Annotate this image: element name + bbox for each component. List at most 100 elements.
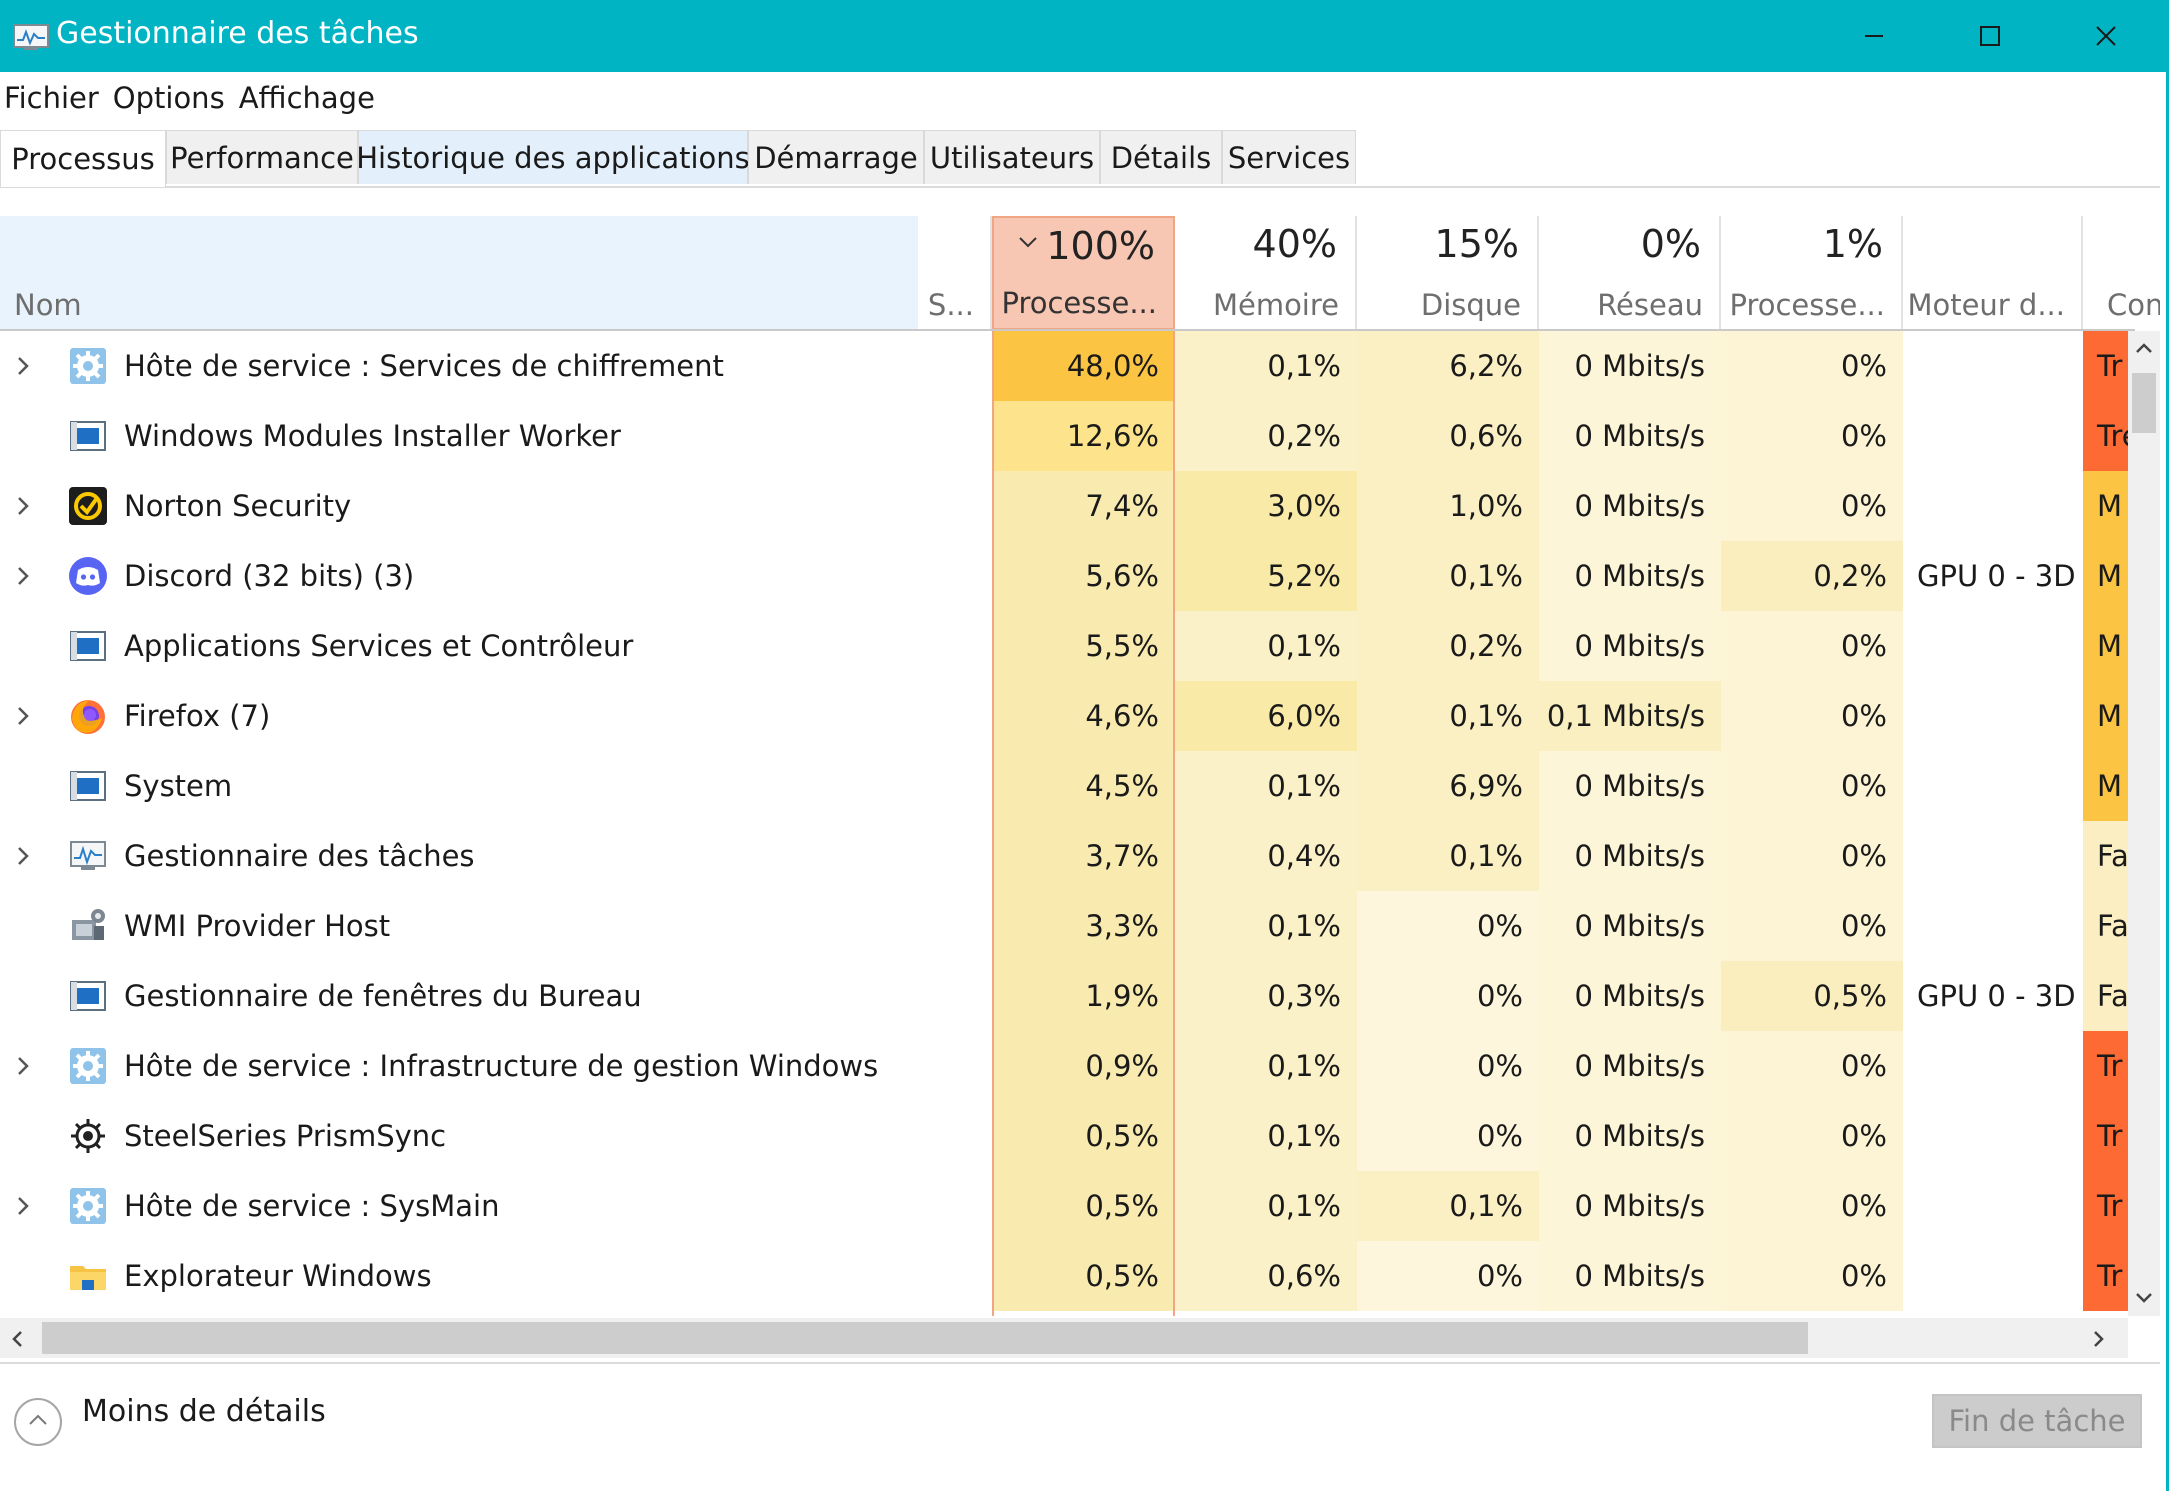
menu-options[interactable]: Options — [112, 81, 225, 115]
column-header-status[interactable]: S... — [918, 216, 992, 330]
process-gpu-engine-value — [1903, 891, 2083, 961]
process-net-value: 0 Mbits/s — [1539, 1031, 1721, 1101]
tab-services[interactable]: Services — [1222, 130, 1356, 184]
tab-startup[interactable]: Démarrage — [748, 130, 924, 184]
process-row[interactable]: Hôte de service : SysMain 0,5% 0,1% 0,1% 0 M… — [0, 1171, 2135, 1241]
process-gpu-value: 0% — [1721, 1241, 1903, 1311]
column-header-power-label: Con — [2107, 288, 2160, 322]
process-row[interactable]: Hôte de service : Services de chiffremen… — [0, 331, 2135, 401]
close-button[interactable] — [2048, 0, 2164, 72]
scroll-down-icon[interactable] — [2134, 1291, 2154, 1305]
scroll-right-icon[interactable] — [2092, 1330, 2106, 1348]
process-cpu-value: 12,6% — [992, 401, 1175, 471]
expand-chevron-icon[interactable] — [16, 565, 30, 587]
task-manager-app-icon — [13, 24, 49, 50]
process-mem-value: 0,1% — [1175, 751, 1357, 821]
column-header-network[interactable]: 0% Réseau — [1539, 216, 1721, 330]
horizontal-scroll-thumb[interactable] — [42, 1322, 1808, 1354]
tab-bar: Processus Performance Historique des app… — [0, 130, 2160, 188]
column-header-name[interactable]: Nom — [0, 216, 918, 330]
process-name: System — [124, 769, 233, 803]
process-name: Norton Security — [124, 489, 352, 523]
process-mem-value: 0,1% — [1175, 331, 1357, 401]
column-header-memory-label: Mémoire — [1212, 288, 1339, 322]
less-details-button[interactable] — [14, 1398, 62, 1446]
column-header-gpu[interactable]: 1% Processe... — [1721, 216, 1903, 330]
title-bar[interactable]: Gestionnaire des tâches — [0, 0, 2166, 72]
tab-app-history[interactable]: Historique des applications — [356, 130, 750, 184]
process-disk-value: 0,1% — [1357, 681, 1539, 751]
process-net-value: 0 Mbits/s — [1539, 1171, 1721, 1241]
process-name: Firefox (7) — [124, 699, 271, 733]
process-gpu-engine-value: GPU 0 - 3D — [1917, 979, 2076, 1013]
process-row[interactable]: Applications Services et Contrôleur 5,5% 0… — [0, 611, 2135, 681]
process-cpu-value: 0,5% — [992, 1171, 1175, 1241]
process-mem-value: 3,0% — [1175, 471, 1357, 541]
process-row[interactable]: Explorateur Windows 0,5% 0,6% 0% 0 Mbits/s 0%… — [0, 1241, 2135, 1311]
expand-chevron-icon[interactable] — [16, 1055, 30, 1077]
tab-details[interactable]: Détails — [1100, 130, 1222, 184]
sort-descending-icon — [1019, 237, 1037, 248]
process-row[interactable]: Gestionnaire des tâches 3,7% 0,4% 0,1% 0 Mbi… — [0, 821, 2135, 891]
process-cpu-value: 1,9% — [992, 961, 1175, 1031]
process-net-value: 0 Mbits/s — [1539, 611, 1721, 681]
menu-view[interactable]: Affichage — [238, 81, 375, 115]
process-row[interactable]: Discord (32 bits) (3) 5,6% 5,2% 0,1% 0 Mbits… — [0, 541, 2135, 611]
expand-chevron-icon[interactable] — [16, 495, 30, 517]
process-power-value: Tr — [2083, 331, 2128, 401]
menu-file[interactable]: Fichier — [4, 81, 99, 115]
process-name: Windows Modules Installer Worker — [124, 419, 621, 453]
process-list: Hôte de service : Services de chiffremen… — [0, 331, 2135, 1316]
minimize-button[interactable] — [1816, 0, 1932, 72]
expand-chevron-icon[interactable] — [16, 1195, 30, 1217]
wmi-icon — [68, 906, 108, 946]
column-header-gpu-engine[interactable]: Moteur d... — [1903, 216, 2083, 330]
process-mem-value: 0,1% — [1175, 1031, 1357, 1101]
memory-total: 40% — [1252, 222, 1337, 266]
less-details-label[interactable]: Moins de détails — [82, 1394, 326, 1429]
folder-icon — [68, 1256, 108, 1296]
process-power-value: M — [2083, 471, 2128, 541]
column-header-cpu-label: Processe... — [1001, 286, 1157, 320]
process-row[interactable]: System 4,5% 0,1% 6,9% 0 Mbits/s 0% M — [0, 751, 2135, 821]
maximize-button[interactable] — [1932, 0, 2048, 72]
tab-users[interactable]: Utilisateurs — [924, 130, 1100, 184]
tab-performance[interactable]: Performance — [166, 130, 358, 184]
column-header-cpu[interactable]: 100% Processe... — [992, 216, 1175, 330]
column-header-memory[interactable]: 40% Mémoire — [1175, 216, 1357, 330]
expand-chevron-icon[interactable] — [16, 705, 30, 727]
column-header-status-label: S... — [927, 288, 974, 322]
process-power-value: Tr — [2083, 1171, 2128, 1241]
process-row[interactable]: Gestionnaire de fenêtres du Bureau 1,9% 0,… — [0, 961, 2135, 1031]
column-header-power[interactable]: Con — [2083, 216, 2160, 330]
horizontal-scrollbar[interactable] — [0, 1318, 2128, 1358]
process-gpu-engine-value — [1903, 1101, 2083, 1171]
process-gpu-engine-value — [1903, 611, 2083, 681]
scroll-left-icon[interactable] — [10, 1330, 24, 1348]
process-name: Discord (32 bits) (3) — [124, 559, 415, 593]
process-net-value: 0,1 Mbits/s — [1539, 681, 1721, 751]
process-disk-value: 0% — [1357, 1241, 1539, 1311]
process-row[interactable]: SteelSeries PrismSync 0,5% 0,1% 0% 0 Mbits/s… — [0, 1101, 2135, 1171]
process-row[interactable]: Firefox (7) 4,6% 6,0% 0,1% 0,1 Mbits/s 0% M — [0, 681, 2135, 751]
process-row[interactable]: Windows Modules Installer Worker 12,6% 0,2… — [0, 401, 2135, 471]
process-row[interactable]: WMI Provider Host 3,3% 0,1% 0% 0 Mbits/s 0% Fa — [0, 891, 2135, 961]
process-row[interactable]: Norton Security 7,4% 3,0% 1,0% 0 Mbits/s 0% M — [0, 471, 2135, 541]
expand-chevron-icon[interactable] — [16, 845, 30, 867]
process-net-value: 0 Mbits/s — [1539, 891, 1721, 961]
process-net-value: 0 Mbits/s — [1539, 821, 1721, 891]
process-gpu-value: 0% — [1721, 331, 1903, 401]
process-disk-value: 0% — [1357, 1031, 1539, 1101]
process-gpu-value: 0% — [1721, 1031, 1903, 1101]
end-task-button[interactable]: Fin de tâche — [1932, 1394, 2142, 1448]
column-header-disk[interactable]: 15% Disque — [1357, 216, 1539, 330]
window-icon — [68, 766, 108, 806]
process-gpu-value: 0% — [1721, 681, 1903, 751]
expand-chevron-icon[interactable] — [16, 355, 30, 377]
process-row[interactable]: Hôte de service : Infrastructure de gest… — [0, 1031, 2135, 1101]
vertical-scrollbar[interactable] — [2128, 331, 2160, 1316]
tab-processes[interactable]: Processus — [0, 130, 166, 187]
scroll-up-icon[interactable] — [2134, 341, 2154, 355]
column-header-gpu-label: Processe... — [1729, 288, 1885, 322]
vertical-scroll-thumb[interactable] — [2132, 373, 2156, 433]
